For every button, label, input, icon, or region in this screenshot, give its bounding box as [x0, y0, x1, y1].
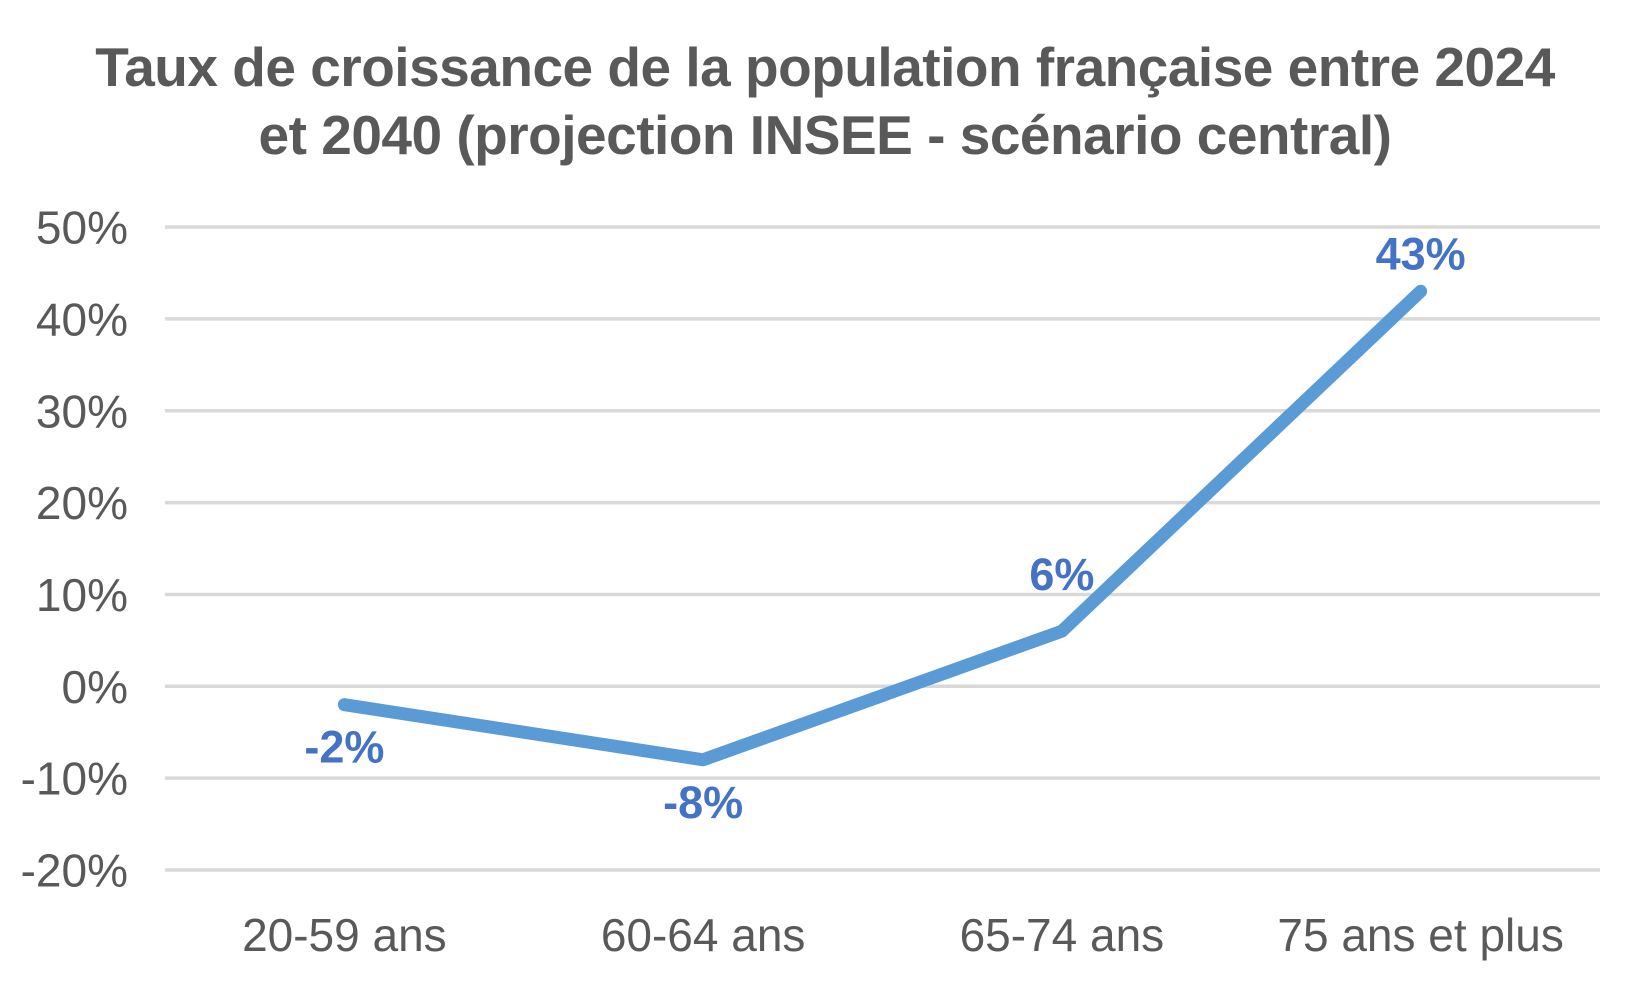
data-label: -8%	[663, 777, 743, 828]
y-tick-label: 20%	[36, 477, 128, 529]
x-tick-label: 65-74 ans	[960, 909, 1165, 961]
y-tick-label: 0%	[62, 661, 128, 713]
x-tick-label: 20-59 ans	[242, 909, 447, 961]
y-tick-label: -10%	[21, 753, 128, 805]
y-tick-label: 50%	[36, 202, 128, 254]
chart-title: Taux de croissance de la population fran…	[95, 36, 1555, 166]
data-label: -2%	[304, 722, 384, 773]
y-tick-label: 30%	[36, 385, 128, 437]
y-tick-label: -20%	[21, 845, 128, 897]
data-label: 43%	[1376, 228, 1466, 279]
y-tick-label: 40%	[36, 293, 128, 345]
x-tick-label: 75 ans et plus	[1277, 909, 1563, 961]
data-label: 6%	[1029, 549, 1094, 600]
y-tick-label: 10%	[36, 569, 128, 621]
series-line	[337, 284, 1428, 767]
x-tick-label: 60-64 ans	[601, 909, 806, 961]
